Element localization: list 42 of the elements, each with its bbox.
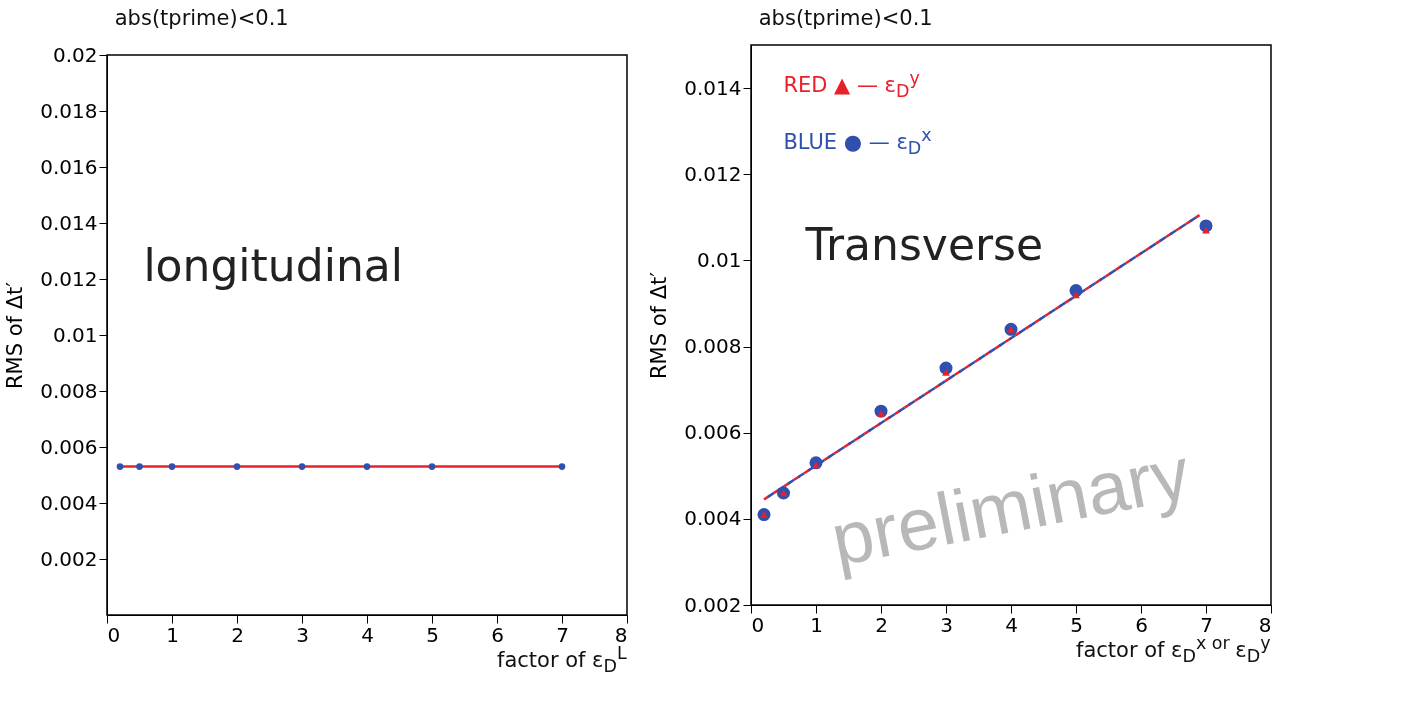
y-tick-label: 0.006 bbox=[684, 420, 742, 445]
x-tick-label: 4 bbox=[361, 622, 374, 647]
y-tick-label: 0.01 bbox=[696, 247, 742, 272]
y-tick-label: 0.008 bbox=[684, 334, 742, 359]
chart-title: abs(tprime)<0.1 bbox=[114, 6, 289, 30]
x-tick-label: 4 bbox=[1005, 612, 1018, 637]
annotation: longitudinal bbox=[143, 239, 403, 291]
x-tick-label: 0 bbox=[107, 622, 121, 647]
x-tick-label: 7 bbox=[1200, 612, 1213, 637]
x-tick-label: 8 bbox=[614, 622, 628, 647]
y-tick-label: 0.014 bbox=[40, 210, 98, 235]
x-tick-label: 1 bbox=[166, 622, 179, 647]
x-tick-label: 8 bbox=[1258, 612, 1272, 637]
y-tick-label: 0.002 bbox=[40, 546, 98, 571]
x-tick-label: 3 bbox=[940, 612, 953, 637]
y-tick-label: 0.016 bbox=[40, 154, 98, 179]
y-tick-label: 0.018 bbox=[40, 98, 98, 123]
x-tick-label: 5 bbox=[426, 622, 439, 647]
y-tick-label: 0.006 bbox=[40, 434, 98, 459]
chart-title: abs(tprime)<0.1 bbox=[758, 6, 933, 30]
y-tick-label: 0.014 bbox=[684, 75, 742, 100]
x-tick-label: 2 bbox=[875, 612, 888, 637]
y-tick-label: 0.012 bbox=[684, 161, 742, 186]
y-axis-title: RMS of Δt′ bbox=[3, 281, 28, 389]
y-tick-label: 0.012 bbox=[40, 266, 98, 291]
x-tick-label: 0 bbox=[751, 612, 765, 637]
y-tick-label: 0.004 bbox=[40, 490, 98, 515]
x-tick-label: 1 bbox=[810, 612, 823, 637]
y-axis-title: RMS of Δt′ bbox=[647, 271, 672, 379]
annotation: Transverse bbox=[804, 218, 1044, 270]
y-tick-label: 0.008 bbox=[40, 378, 98, 403]
x-tick-label: 3 bbox=[296, 622, 309, 647]
x-tick-label: 7 bbox=[556, 622, 569, 647]
y-tick-label: 0.01 bbox=[52, 322, 98, 347]
x-tick-label: 6 bbox=[1135, 612, 1148, 637]
y-tick-label: 0.002 bbox=[684, 592, 742, 617]
x-tick-label: 2 bbox=[231, 622, 244, 647]
x-tick-label: 6 bbox=[491, 622, 504, 647]
y-tick-label: 0.02 bbox=[52, 42, 98, 67]
y-tick-label: 0.004 bbox=[684, 506, 742, 531]
annotation: preliminary bbox=[824, 431, 1196, 582]
x-tick-label: 5 bbox=[1070, 612, 1083, 637]
